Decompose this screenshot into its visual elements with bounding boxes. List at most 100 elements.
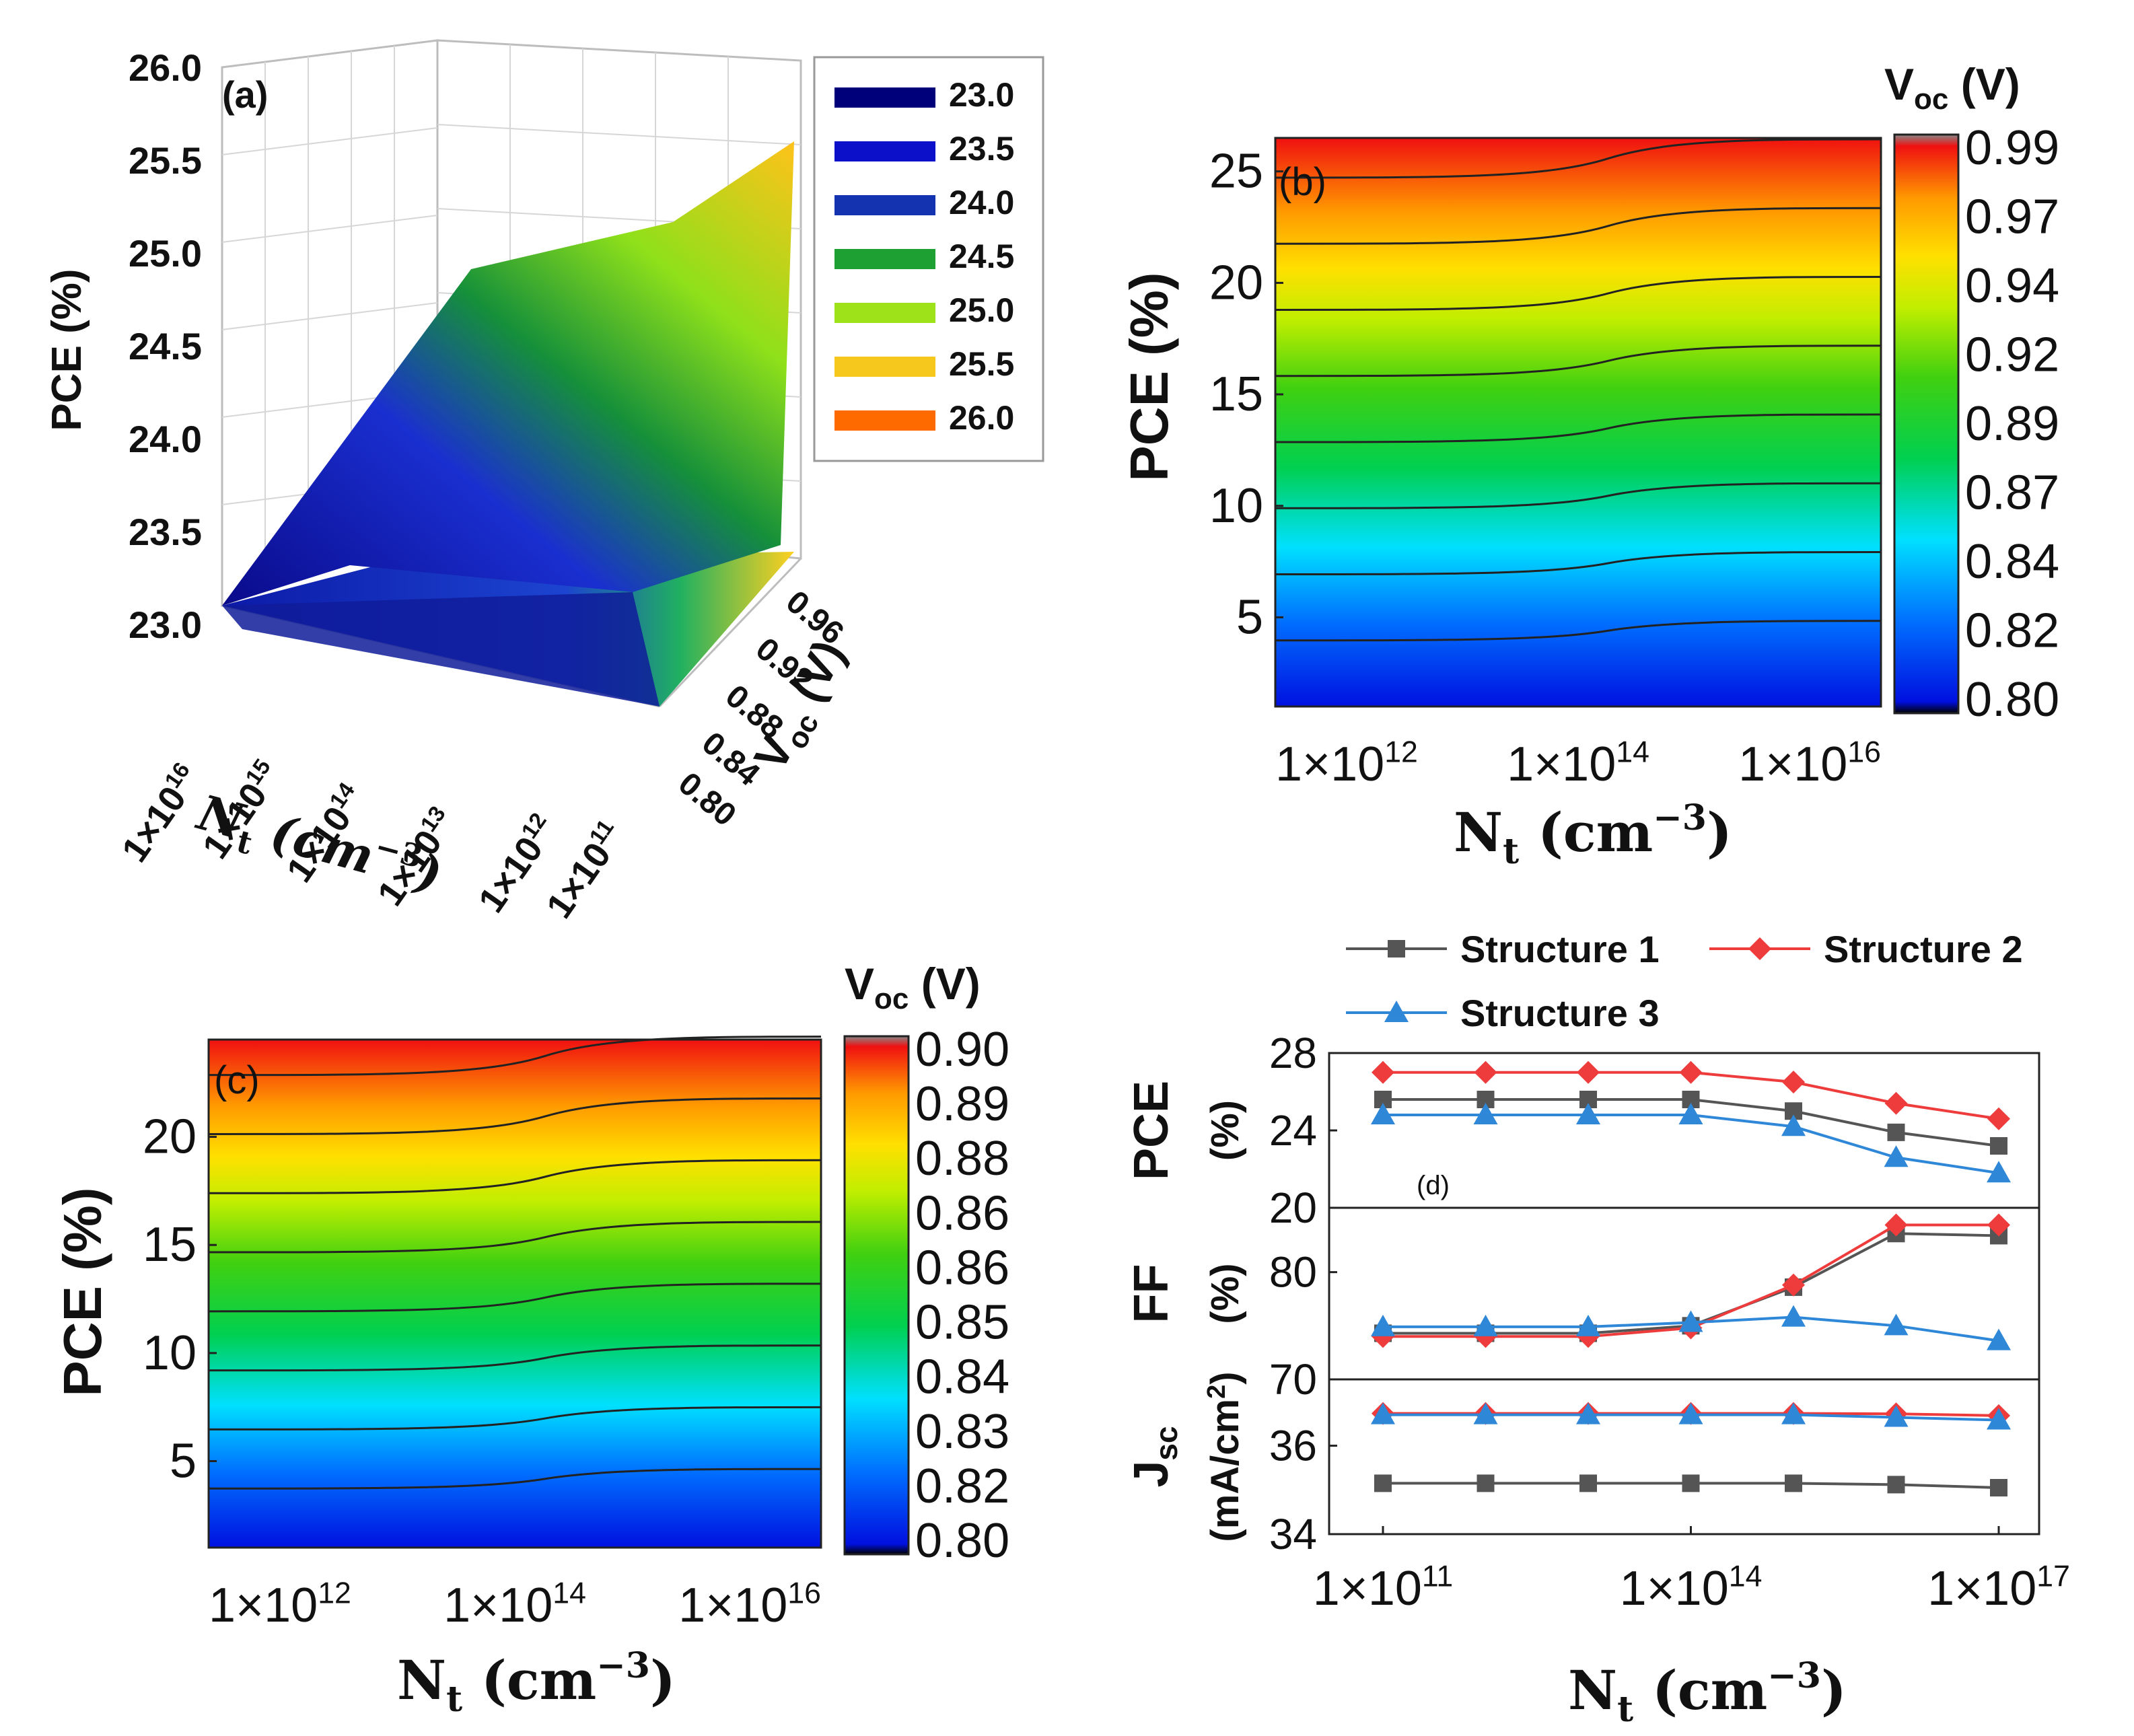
y-tick-label: 34	[1269, 1510, 1317, 1558]
grid-line	[437, 124, 802, 145]
colorbar-tick-label: 0.82	[915, 1459, 1009, 1513]
panel-c-colorbar	[843, 1035, 910, 1556]
panel-c-colorbar-ticks: 0.900.890.880.860.860.850.840.830.820.80	[915, 1023, 1009, 1568]
panel-a-z-ticks: 26.0 25.5 25.0 24.5 24.0 23.5 23.0	[129, 46, 202, 646]
legend-label: 25.5	[949, 345, 1014, 383]
panel-b-colorbar-title: Voc (V)	[1884, 59, 2020, 116]
x-tick-label: 1×1014	[1620, 1560, 1763, 1616]
colorbar-tick-label: 0.89	[1965, 397, 2059, 451]
z-tick-label: 26.0	[129, 46, 202, 89]
legend-swatch	[834, 141, 935, 161]
x-tick-label: 1×1011	[538, 816, 632, 926]
data-point-marker	[1371, 1103, 1395, 1124]
data-point-marker	[1576, 1103, 1600, 1124]
data-point-marker	[1990, 1137, 2007, 1155]
colorbar-tick-label: 0.86	[915, 1241, 1009, 1295]
subplot-ylabel-unit: (mA/cm2)	[1203, 1371, 1247, 1542]
legend-label: 26.0	[949, 399, 1014, 437]
x-tick-label: 1×1016	[1738, 736, 1881, 791]
subplot-ylabel-unit: (%)	[1203, 1263, 1247, 1324]
panel-d-line-plots: Structure 1 Structure 2 Structure 3 28 24 20…	[1125, 928, 2070, 1730]
panel-b-contour-lines	[1275, 138, 1882, 642]
x-tick-label: 1×1017	[1927, 1560, 2070, 1616]
colorbar-tick-label: 0.84	[915, 1350, 1009, 1404]
z-tick-label: 24.5	[129, 325, 202, 367]
legend-swatch	[834, 410, 935, 431]
y-tick-label: 24	[1269, 1106, 1317, 1155]
legend-label: Structure 3	[1460, 992, 1660, 1034]
panel-d-legend: Structure 1 Structure 2 Structure 3	[1346, 928, 2023, 1034]
data-point-marker	[1884, 1145, 1909, 1167]
colorbar-tick-label: 0.80	[1965, 673, 2059, 727]
data-point-marker	[1781, 1402, 1806, 1424]
colorbar-tick-label: 0.90	[915, 1023, 1009, 1077]
data-point-marker	[1388, 940, 1405, 957]
contour-line	[208, 1406, 822, 1431]
panel-b-colorbar	[1893, 133, 1960, 715]
y-tick-label: 5	[1236, 590, 1263, 644]
data-point-marker	[1781, 1114, 1806, 1136]
panel-a-legend: 23.0 23.5 24.0 24.5 25.0 25.5 26.0	[813, 56, 1044, 462]
panel-b-y-ticks: 25 20 15 10 5	[1209, 145, 1283, 644]
x-tick-label: 1×1014	[443, 1577, 586, 1632]
data-point-marker	[1782, 1273, 1805, 1297]
panel-b-y-label: PCE (%)	[1119, 272, 1179, 481]
panel-a-surface-plot: (a) 26.0 25.5 25.0 24.5 24.0 23.5 23.0 PCE (%)…	[44, 39, 1044, 926]
subplot-ff: 80 70 FF (%)	[1125, 1206, 2040, 1404]
grid-line	[221, 127, 438, 155]
panel-c-x-ticks: 1×1012 1×1014 1×1016	[209, 1577, 821, 1632]
subplot-ylabel: Jsc	[1125, 1426, 1184, 1487]
panel-c-contour-lines	[208, 1036, 822, 1490]
panel-a-surface-front	[222, 592, 660, 707]
colorbar-tick-label: 0.86	[915, 1186, 1009, 1240]
contour-line	[1275, 620, 1882, 642]
colorbar-tick-label: 0.84	[1965, 535, 2059, 589]
panel-c-x-label: Nt (cm−3)	[397, 1645, 676, 1720]
y-tick-label: 10	[143, 1326, 197, 1380]
y-tick-label: 20	[1209, 256, 1263, 310]
data-point-marker	[1579, 1474, 1597, 1492]
x-tick-label: 1×1012	[1275, 736, 1418, 791]
legend-swatch	[834, 249, 935, 269]
data-point-marker	[1887, 1476, 1905, 1494]
legend-label: 25.0	[949, 291, 1014, 329]
colorbar-tick-label: 0.83	[915, 1405, 1009, 1459]
data-point-marker	[1576, 1314, 1600, 1336]
contour-line	[208, 1282, 822, 1313]
y-tick-label: 10	[1209, 479, 1263, 533]
panel-c-label: (c)	[214, 1058, 260, 1102]
legend-label: Structure 1	[1460, 928, 1660, 970]
y-tick-label: 70	[1269, 1355, 1317, 1404]
data-point-marker	[1473, 1103, 1498, 1124]
legend-label: Structure 2	[1824, 928, 2023, 970]
data-point-marker	[1679, 1060, 1703, 1084]
y-tick-label: 36	[1269, 1422, 1317, 1470]
colorbar-tick-label: 0.97	[1965, 190, 2059, 244]
y-tick-label: 20	[1269, 1184, 1317, 1232]
subplot-ylabel: PCE	[1125, 1081, 1178, 1180]
panel-a-surface	[222, 141, 794, 606]
data-point-marker	[1748, 937, 1771, 960]
contour-line	[1275, 275, 1882, 311]
contour-line	[1275, 550, 1882, 575]
legend-label: 24.0	[949, 184, 1014, 221]
grid-line	[221, 302, 438, 330]
contour-line	[1275, 413, 1882, 443]
colorbar-tick-label: 0.92	[1965, 328, 2059, 382]
subplot-ylabel: FF	[1125, 1264, 1178, 1324]
data-point-marker	[1987, 1161, 2011, 1183]
legend-swatch	[834, 357, 935, 377]
data-point-marker	[1371, 1402, 1395, 1424]
colorbar-tick-label: 0.87	[1965, 466, 2059, 520]
data-point-marker	[1374, 1474, 1392, 1492]
panel-c-contour-plot: (c) 20 15 10 5 PCE (%) 1×1012 1×1014 1×1016 N…	[52, 959, 1009, 1720]
y-tick-label: 5	[170, 1434, 197, 1488]
x-tick-label: 1×1016	[113, 758, 209, 869]
data-point-marker	[1884, 1313, 1909, 1336]
panel-b-x-label: Nt (cm−3)	[1454, 797, 1732, 872]
y-tick-label: 15	[1209, 367, 1263, 421]
y-tick-label: 80	[1269, 1248, 1317, 1297]
data-point-marker	[1371, 1314, 1395, 1336]
contour-line	[208, 1097, 822, 1135]
